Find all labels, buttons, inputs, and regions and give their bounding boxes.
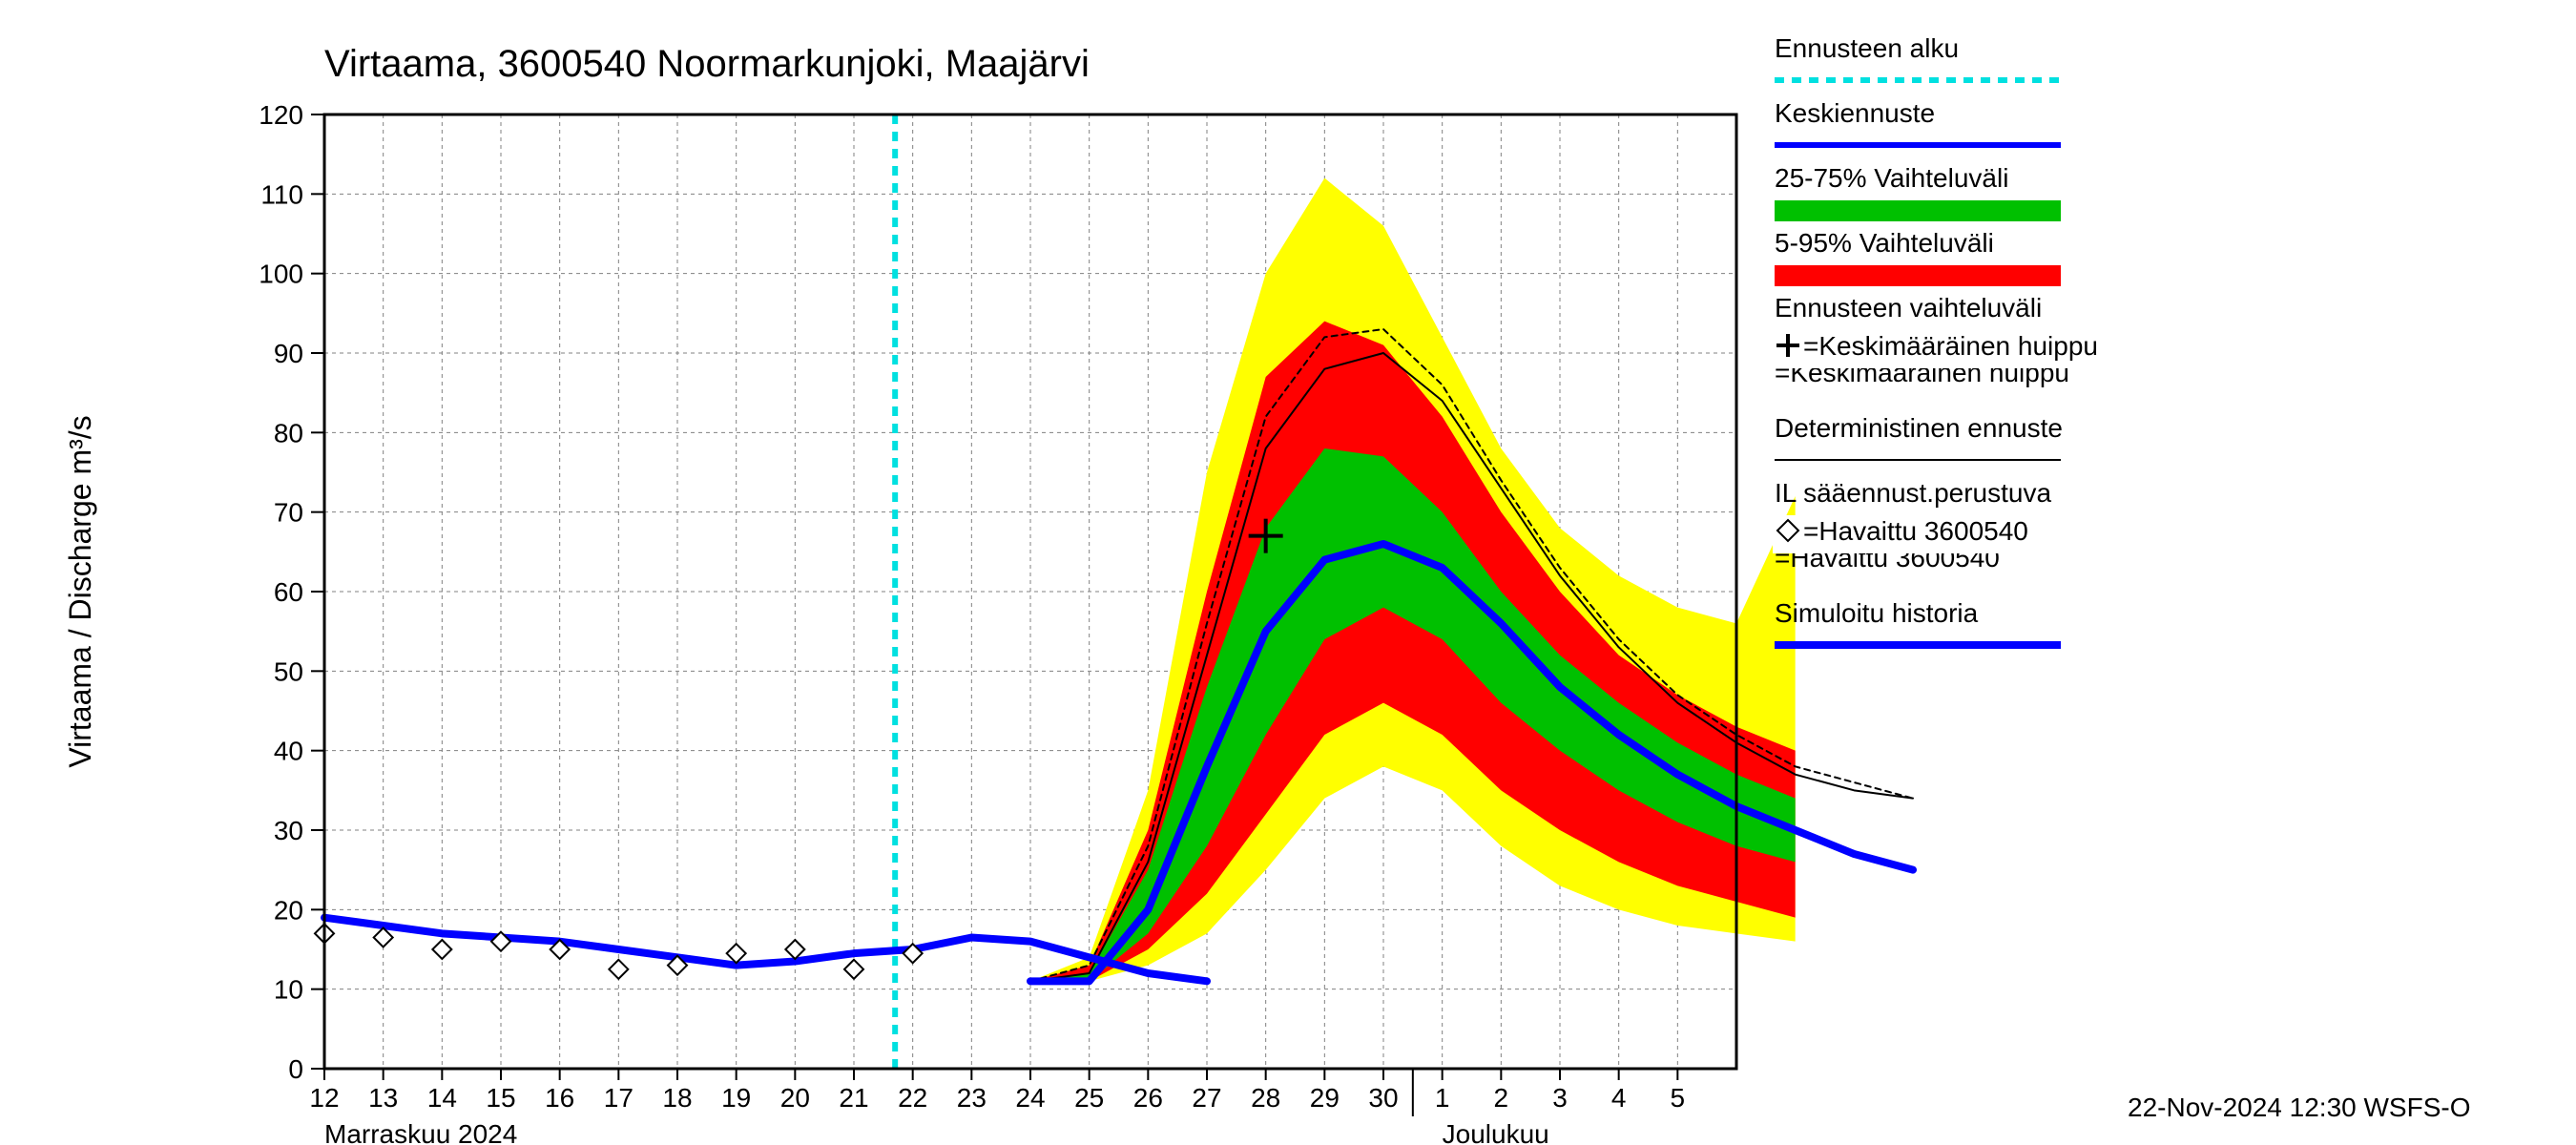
svg-text:Joulukuu: Joulukuu: [1443, 1119, 1549, 1145]
svg-text:Marraskuu 2024: Marraskuu 2024: [324, 1119, 517, 1145]
svg-text:=Keskimääräinen huippu: =Keskimääräinen huippu: [1803, 331, 2098, 361]
legend-swatch-p25_75: [1775, 200, 2061, 221]
svg-text:10: 10: [274, 975, 303, 1005]
svg-text:=Havaittu 3600540: =Havaittu 3600540: [1803, 516, 2028, 546]
svg-text:80: 80: [274, 418, 303, 448]
svg-text:70: 70: [274, 498, 303, 528]
chart-footer: 22-Nov-2024 12:30 WSFS-O: [2128, 1093, 2471, 1122]
svg-text:2: 2: [1494, 1083, 1509, 1113]
svg-text:30: 30: [274, 816, 303, 845]
legend-label-deterministic: Deterministinen ennuste: [1775, 413, 2063, 443]
legend-label-sim: Simuloitu historia: [1775, 598, 1979, 628]
legend-swatch-p5_95: [1775, 265, 2061, 286]
svg-text:22: 22: [898, 1083, 927, 1113]
svg-text:4: 4: [1611, 1083, 1627, 1113]
svg-text:27: 27: [1192, 1083, 1221, 1113]
svg-text:26: 26: [1133, 1083, 1163, 1113]
svg-text:120: 120: [259, 100, 303, 130]
svg-text:100: 100: [259, 260, 303, 289]
svg-text:15: 15: [486, 1083, 515, 1113]
chart-title: Virtaama, 3600540 Noormarkunjoki, Maajär…: [324, 43, 1090, 85]
svg-text:90: 90: [274, 339, 303, 368]
svg-text:18: 18: [662, 1083, 692, 1113]
legend-label-median: Keskiennuste: [1775, 98, 1935, 128]
svg-text:3: 3: [1552, 1083, 1568, 1113]
svg-text:5: 5: [1671, 1083, 1686, 1113]
svg-text:21: 21: [839, 1083, 868, 1113]
chart-svg: 0102030405060708090100110120121314151617…: [0, 0, 2576, 1145]
svg-text:20: 20: [274, 895, 303, 925]
svg-text:50: 50: [274, 656, 303, 686]
y-axis-label: Virtaama / Discharge m³/s: [63, 415, 97, 767]
svg-text:25: 25: [1074, 1083, 1104, 1113]
svg-text:20: 20: [780, 1083, 810, 1113]
svg-text:13: 13: [368, 1083, 398, 1113]
svg-text:17: 17: [604, 1083, 634, 1113]
svg-text:29: 29: [1310, 1083, 1340, 1113]
svg-text:24: 24: [1015, 1083, 1045, 1113]
svg-text:19: 19: [721, 1083, 751, 1113]
svg-text:0: 0: [288, 1054, 303, 1084]
legend-label-full: Ennusteen vaihteluväli: [1775, 293, 2042, 323]
svg-text:110: 110: [260, 179, 303, 209]
legend-label-p5_95: 5-95% Vaihteluväli: [1775, 228, 1994, 258]
svg-text:1: 1: [1435, 1083, 1450, 1113]
svg-text:23: 23: [957, 1083, 987, 1113]
svg-text:60: 60: [274, 577, 303, 607]
legend-label-il: IL sääennust.perustuva: [1775, 478, 2051, 508]
svg-text:30: 30: [1368, 1083, 1398, 1113]
legend-label-forecast_start: Ennusteen alku: [1775, 33, 1959, 63]
svg-text:16: 16: [545, 1083, 574, 1113]
svg-text:12: 12: [309, 1083, 339, 1113]
legend-label-p25_75: 25-75% Vaihteluväli: [1775, 163, 2008, 193]
svg-text:28: 28: [1251, 1083, 1280, 1113]
svg-text:40: 40: [274, 737, 303, 766]
discharge-forecast-chart: 0102030405060708090100110120121314151617…: [0, 0, 2576, 1145]
svg-text:14: 14: [427, 1083, 457, 1113]
